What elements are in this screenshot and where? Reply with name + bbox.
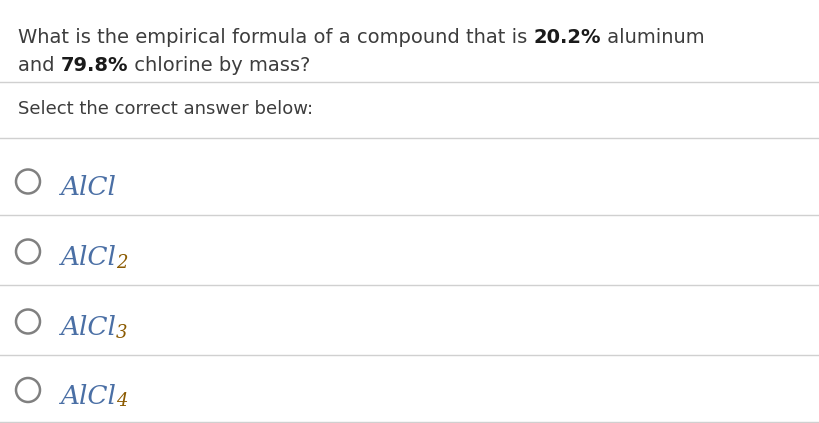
Text: 2: 2 <box>115 253 127 272</box>
Text: AlCl: AlCl <box>60 384 115 409</box>
Text: 3: 3 <box>115 324 127 341</box>
Text: chlorine by mass?: chlorine by mass? <box>128 56 310 75</box>
Text: Select the correct answer below:: Select the correct answer below: <box>18 100 313 118</box>
Text: 20.2%: 20.2% <box>533 28 600 47</box>
Text: 79.8%: 79.8% <box>61 56 128 75</box>
Text: 4: 4 <box>115 392 127 410</box>
Text: What is the empirical formula of a compound that is: What is the empirical formula of a compo… <box>18 28 533 47</box>
Text: What is the empirical formula of a compound that is 20.2%: What is the empirical formula of a compo… <box>18 28 595 47</box>
Text: AlCl: AlCl <box>60 245 115 270</box>
Text: aluminum: aluminum <box>600 28 704 47</box>
Text: and: and <box>18 56 61 75</box>
Text: AlCl: AlCl <box>60 175 115 200</box>
Text: AlCl: AlCl <box>60 315 115 340</box>
